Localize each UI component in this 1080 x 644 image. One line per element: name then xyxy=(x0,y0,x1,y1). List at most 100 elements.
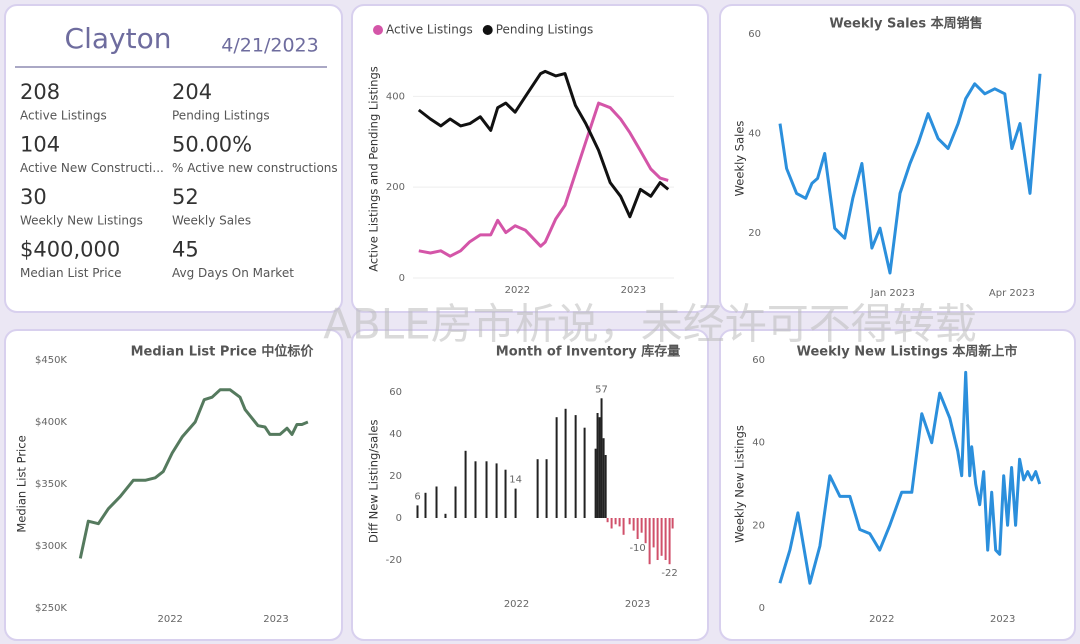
bar xyxy=(495,463,498,518)
data-label: 6 xyxy=(414,491,420,502)
y-tick-label: 60 xyxy=(752,355,765,366)
legend-label: Active Listings xyxy=(386,23,473,37)
chart-title: Median List Price 中位标价 xyxy=(131,344,315,360)
chart-title: Weekly Sales 本周销售 xyxy=(829,16,982,32)
kpi-value: 208 xyxy=(20,80,60,104)
bar xyxy=(545,459,548,518)
bar xyxy=(504,469,507,518)
bar xyxy=(596,413,599,518)
legend-marker xyxy=(373,25,383,35)
kpi-label: Weekly New Listings xyxy=(20,214,143,228)
kpi-value: 45 xyxy=(172,238,199,262)
kpi-label: Median List Price xyxy=(20,266,122,280)
x-tick-label: 2022 xyxy=(869,614,894,625)
chart-title: Month of Inventory 库存量 xyxy=(496,344,680,360)
legend-marker xyxy=(482,25,493,35)
legend-label: Pending Listings xyxy=(496,23,594,37)
bar xyxy=(514,488,517,518)
bar xyxy=(583,427,586,518)
line xyxy=(417,69,670,219)
panel xyxy=(4,329,343,641)
bar xyxy=(656,518,659,560)
bar xyxy=(424,492,427,518)
x-tick-label: 2022 xyxy=(504,599,529,610)
y-tick-label: 40 xyxy=(389,429,402,440)
bar xyxy=(671,518,674,529)
bar xyxy=(416,505,419,518)
data-label: -10 xyxy=(629,543,645,554)
bar xyxy=(555,417,558,518)
y-tick-label: -20 xyxy=(386,555,402,566)
bar xyxy=(604,455,607,518)
y-tick-label: 0 xyxy=(399,273,405,284)
y-tick-label: 0 xyxy=(759,603,765,614)
kpi-value: 204 xyxy=(172,80,212,104)
panel xyxy=(719,329,1076,641)
bar xyxy=(648,518,651,565)
kpi-label: Avg Days On Market xyxy=(172,266,294,280)
y-tick-label: 20 xyxy=(748,228,761,239)
kpi-label: Active Listings xyxy=(20,109,107,123)
line xyxy=(778,370,1042,585)
panel xyxy=(351,4,709,313)
y-axis-label: Weekly New Listings xyxy=(733,425,747,543)
kpi-value: 50.00% xyxy=(172,133,252,157)
bar xyxy=(606,518,609,523)
y-tick-label: 0 xyxy=(396,513,402,524)
y-tick-label: $250K xyxy=(35,603,67,614)
bar xyxy=(622,518,625,535)
y-tick-label: 400 xyxy=(386,91,405,102)
bar xyxy=(574,415,577,518)
card-date: 4/21/2023 xyxy=(221,35,318,57)
bar xyxy=(594,448,597,518)
bar xyxy=(610,518,613,529)
bar xyxy=(536,459,539,518)
x-tick-label: 2023 xyxy=(990,614,1015,625)
panel xyxy=(719,4,1076,313)
x-tick-label: 2023 xyxy=(625,599,650,610)
y-tick-label: $400K xyxy=(35,417,67,428)
kpi-value: 104 xyxy=(20,133,60,157)
x-tick-label: 2022 xyxy=(505,285,530,296)
bar xyxy=(618,518,621,527)
x-tick-label: 2023 xyxy=(263,614,288,625)
y-tick-label: 40 xyxy=(748,129,761,140)
y-tick-label: 60 xyxy=(389,387,402,398)
bar xyxy=(632,518,635,531)
y-tick-label: $300K xyxy=(35,541,67,552)
y-axis-label: Diff New Listing/sales xyxy=(367,420,381,543)
bar xyxy=(668,518,671,565)
data-label: 57 xyxy=(595,384,608,395)
line xyxy=(418,101,669,258)
bar xyxy=(564,408,567,518)
data-label: -22 xyxy=(661,568,677,579)
bar xyxy=(598,417,601,518)
panel xyxy=(351,329,709,641)
bar xyxy=(614,518,617,525)
bar xyxy=(474,461,477,518)
y-tick-label: 60 xyxy=(748,29,761,40)
bar xyxy=(628,518,631,525)
y-axis-label: Active Listings and Pending Listings xyxy=(367,66,381,272)
watermark: ABLE房市析说，未经许可不得转载 xyxy=(323,300,976,349)
y-tick-label: 20 xyxy=(389,471,402,482)
bar xyxy=(664,518,667,560)
y-axis-label: Median List Price xyxy=(15,435,29,532)
charts: Active Listings and Pending Listings 0 20 0… xyxy=(15,16,1042,625)
y-axis-label: Weekly Sales xyxy=(733,121,747,197)
kpi-label: Active New Constructi... xyxy=(20,161,164,175)
y-tick-label: 20 xyxy=(752,520,765,531)
line xyxy=(78,388,309,559)
bar xyxy=(636,518,639,539)
kpi-label: % Active new constructions xyxy=(172,161,338,175)
panel xyxy=(4,4,343,313)
bar xyxy=(644,518,647,544)
chart-title: Weekly New Listings 本周新上市 xyxy=(797,344,1018,360)
y-tick-label: 40 xyxy=(752,438,765,449)
bar xyxy=(444,513,447,518)
bar xyxy=(652,518,655,548)
x-tick-label: 2022 xyxy=(157,614,182,625)
bar xyxy=(464,450,467,518)
kpi-value: 52 xyxy=(172,185,199,209)
